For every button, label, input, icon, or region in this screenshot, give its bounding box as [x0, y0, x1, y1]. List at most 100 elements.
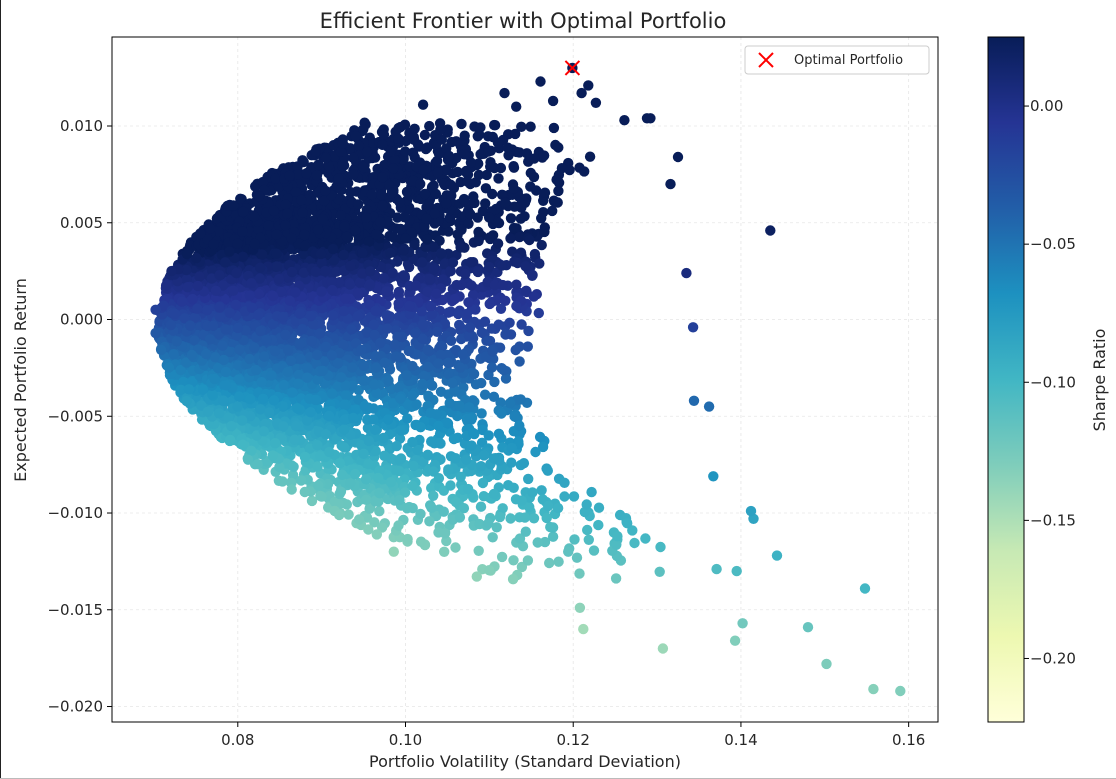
portfolio-point [514, 533, 526, 544]
portfolio-point [433, 358, 444, 369]
portfolio-point [435, 349, 446, 361]
portfolio-point [334, 509, 345, 521]
portfolio-point [420, 143, 432, 155]
portfolio-point [363, 458, 374, 470]
portfolio-point [298, 267, 310, 278]
portfolio-point [588, 545, 600, 556]
portfolio-point [363, 524, 374, 535]
portfolio-point [489, 376, 500, 388]
portfolio-point [433, 148, 445, 159]
portfolio-point [422, 361, 434, 373]
portfolio-point [564, 164, 575, 176]
portfolio-point [403, 345, 414, 357]
portfolio-point [379, 450, 390, 461]
portfolio-point [532, 537, 543, 548]
portfolio-point [516, 495, 527, 506]
portfolio-point [322, 478, 334, 490]
portfolio-point [500, 197, 511, 208]
portfolio-point [459, 149, 470, 160]
portfolio-point [510, 344, 521, 356]
portfolio-point [487, 131, 498, 143]
portfolio-point [244, 393, 256, 405]
portfolio-point [466, 280, 477, 291]
portfolio-point [255, 404, 266, 415]
portfolio-point [512, 257, 523, 269]
portfolio-point [267, 318, 279, 330]
portfolio-point [269, 346, 281, 357]
portfolio-point [302, 415, 313, 426]
portfolio-point [317, 213, 328, 225]
portfolio-point [345, 260, 356, 272]
portfolio-point [277, 476, 288, 487]
portfolio-point [486, 362, 498, 373]
portfolio-point [549, 196, 560, 207]
portfolio-point [335, 146, 347, 157]
portfolio-point [522, 555, 534, 566]
portfolio-point [612, 531, 623, 542]
portfolio-point [393, 298, 404, 309]
portfolio-point [489, 279, 501, 291]
portfolio-point [536, 485, 547, 496]
portfolio-point [496, 189, 508, 200]
portfolio-point [415, 536, 427, 547]
portfolio-point [518, 458, 530, 469]
portfolio-point [434, 437, 445, 449]
portfolio-point [536, 213, 547, 224]
portfolio-point [525, 121, 536, 132]
portfolio-point [515, 394, 526, 405]
portfolio-point [439, 546, 450, 557]
portfolio-point [324, 446, 335, 458]
portfolio-point [296, 475, 307, 486]
portfolio-point [415, 422, 426, 433]
portfolio-point [189, 312, 200, 323]
portfolio-point [189, 335, 200, 346]
portfolio-point [445, 179, 456, 190]
portfolio-point [543, 500, 554, 512]
portfolio-point [484, 565, 495, 576]
portfolio-point [528, 291, 539, 302]
portfolio-point [516, 319, 527, 330]
portfolio-point [483, 518, 494, 529]
portfolio-point [402, 413, 413, 424]
portfolio-point [500, 373, 512, 384]
portfolio-point [335, 372, 347, 383]
portfolio-point [369, 329, 380, 341]
portfolio-point [418, 370, 430, 382]
portfolio-point [511, 279, 522, 290]
portfolio-point [288, 461, 299, 472]
portfolio-point [363, 236, 374, 247]
portfolio-point [364, 279, 376, 290]
portfolio-point [292, 403, 303, 414]
portfolio-point [382, 216, 393, 227]
portfolio-point [335, 210, 347, 221]
portfolio-point [450, 496, 462, 508]
portfolio-point [495, 397, 506, 408]
portfolio-point [382, 414, 394, 425]
portfolio-point [235, 193, 246, 204]
portfolio-point [481, 335, 492, 346]
portfolio-point [393, 133, 404, 144]
portfolio-point [455, 242, 466, 253]
portfolio-point [476, 327, 487, 338]
portfolio-point [521, 148, 533, 159]
portfolio-point [437, 274, 449, 285]
portfolio-point [275, 286, 287, 298]
chart-title: Efficient Frontier with Optimal Portfoli… [320, 9, 727, 33]
portfolio-point [522, 341, 533, 352]
portfolio-point [348, 152, 359, 164]
portfolio-point [456, 118, 467, 130]
portfolio-point [450, 542, 461, 553]
portfolio-point [409, 328, 421, 339]
portfolio-point [232, 322, 244, 334]
portfolio-point [468, 368, 480, 380]
portfolio-point [375, 216, 386, 228]
portfolio-point [431, 326, 443, 337]
portfolio-point [449, 293, 460, 305]
portfolio-point [361, 146, 373, 158]
portfolio-point [454, 319, 465, 331]
portfolio-point [310, 394, 321, 405]
portfolio-point [257, 249, 268, 260]
portfolio-point [419, 221, 430, 232]
portfolio-point [493, 173, 504, 184]
